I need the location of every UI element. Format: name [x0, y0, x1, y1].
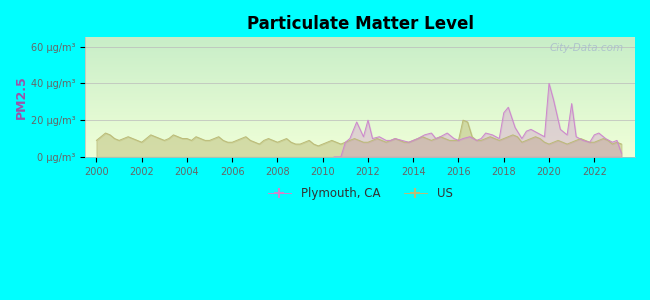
Text: City-Data.com: City-Data.com [550, 43, 624, 53]
Y-axis label: PM2.5: PM2.5 [15, 75, 28, 119]
Title: Particulate Matter Level: Particulate Matter Level [246, 15, 474, 33]
Legend: Plymouth, CA, US: Plymouth, CA, US [263, 182, 458, 205]
